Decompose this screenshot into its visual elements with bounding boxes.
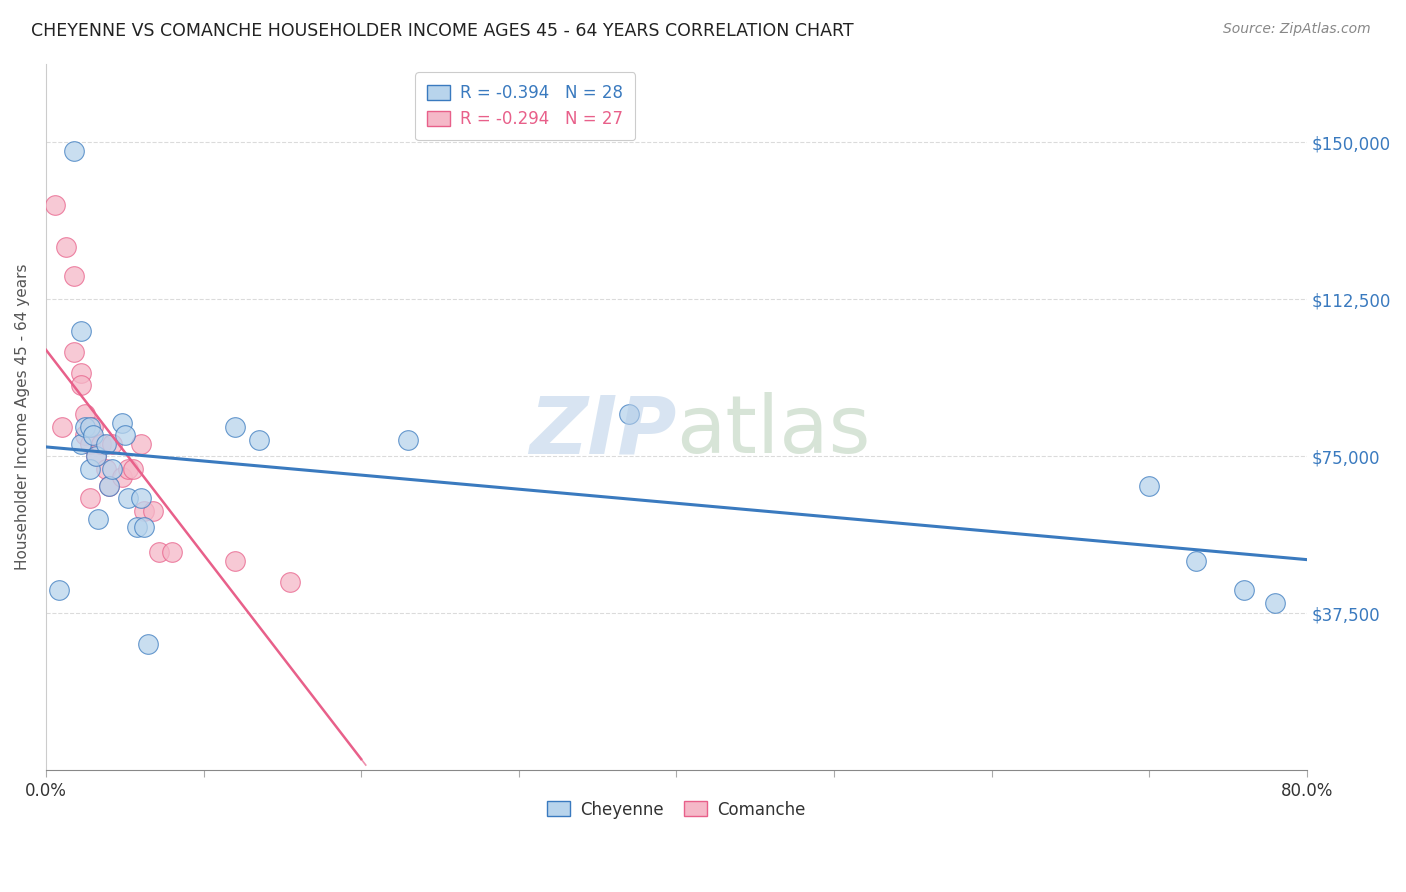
Point <box>44 198 66 212</box>
Point <box>111 470 134 484</box>
Point <box>79 420 101 434</box>
Point <box>117 491 139 505</box>
Point <box>398 433 420 447</box>
Point <box>1264 596 1286 610</box>
Point <box>138 638 160 652</box>
Point <box>69 366 91 380</box>
Point <box>114 428 136 442</box>
Point <box>148 545 170 559</box>
Point <box>75 420 97 434</box>
Point <box>98 478 121 492</box>
Point <box>127 520 149 534</box>
Legend: Cheyenne, Comanche: Cheyenne, Comanche <box>540 794 813 825</box>
Y-axis label: Householder Income Ages 45 - 64 years: Householder Income Ages 45 - 64 years <box>15 264 30 570</box>
Point <box>98 478 121 492</box>
Point <box>82 420 104 434</box>
Point <box>63 344 86 359</box>
Text: Source: ZipAtlas.com: Source: ZipAtlas.com <box>1223 22 1371 37</box>
Point <box>142 503 165 517</box>
Text: atlas: atlas <box>676 392 870 470</box>
Point <box>75 408 97 422</box>
Point <box>121 462 143 476</box>
Text: ZIP: ZIP <box>529 392 676 470</box>
Point <box>224 420 246 434</box>
Point <box>94 462 117 476</box>
Point <box>101 462 124 476</box>
Point <box>63 269 86 284</box>
Point <box>111 416 134 430</box>
Point <box>129 436 152 450</box>
Point <box>75 428 97 442</box>
Point <box>160 545 183 559</box>
Point <box>94 436 117 450</box>
Point <box>129 491 152 505</box>
Point <box>69 436 91 450</box>
Point <box>86 449 108 463</box>
Point <box>117 462 139 476</box>
Point <box>90 436 112 450</box>
Point <box>247 433 270 447</box>
Point <box>132 520 155 534</box>
Point <box>86 449 108 463</box>
Point <box>101 436 124 450</box>
Point <box>1137 478 1160 492</box>
Point <box>51 420 73 434</box>
Point <box>617 408 640 422</box>
Point <box>79 491 101 505</box>
Point <box>224 554 246 568</box>
Point <box>79 436 101 450</box>
Text: CHEYENNE VS COMANCHE HOUSEHOLDER INCOME AGES 45 - 64 YEARS CORRELATION CHART: CHEYENNE VS COMANCHE HOUSEHOLDER INCOME … <box>31 22 853 40</box>
Point <box>55 240 77 254</box>
Point <box>87 512 110 526</box>
Point <box>69 324 91 338</box>
Point <box>69 378 91 392</box>
Point <box>278 574 301 589</box>
Point <box>1233 583 1256 598</box>
Point <box>63 144 86 158</box>
Point <box>79 462 101 476</box>
Point <box>82 428 104 442</box>
Point <box>1185 554 1208 568</box>
Point <box>132 503 155 517</box>
Point <box>48 583 70 598</box>
